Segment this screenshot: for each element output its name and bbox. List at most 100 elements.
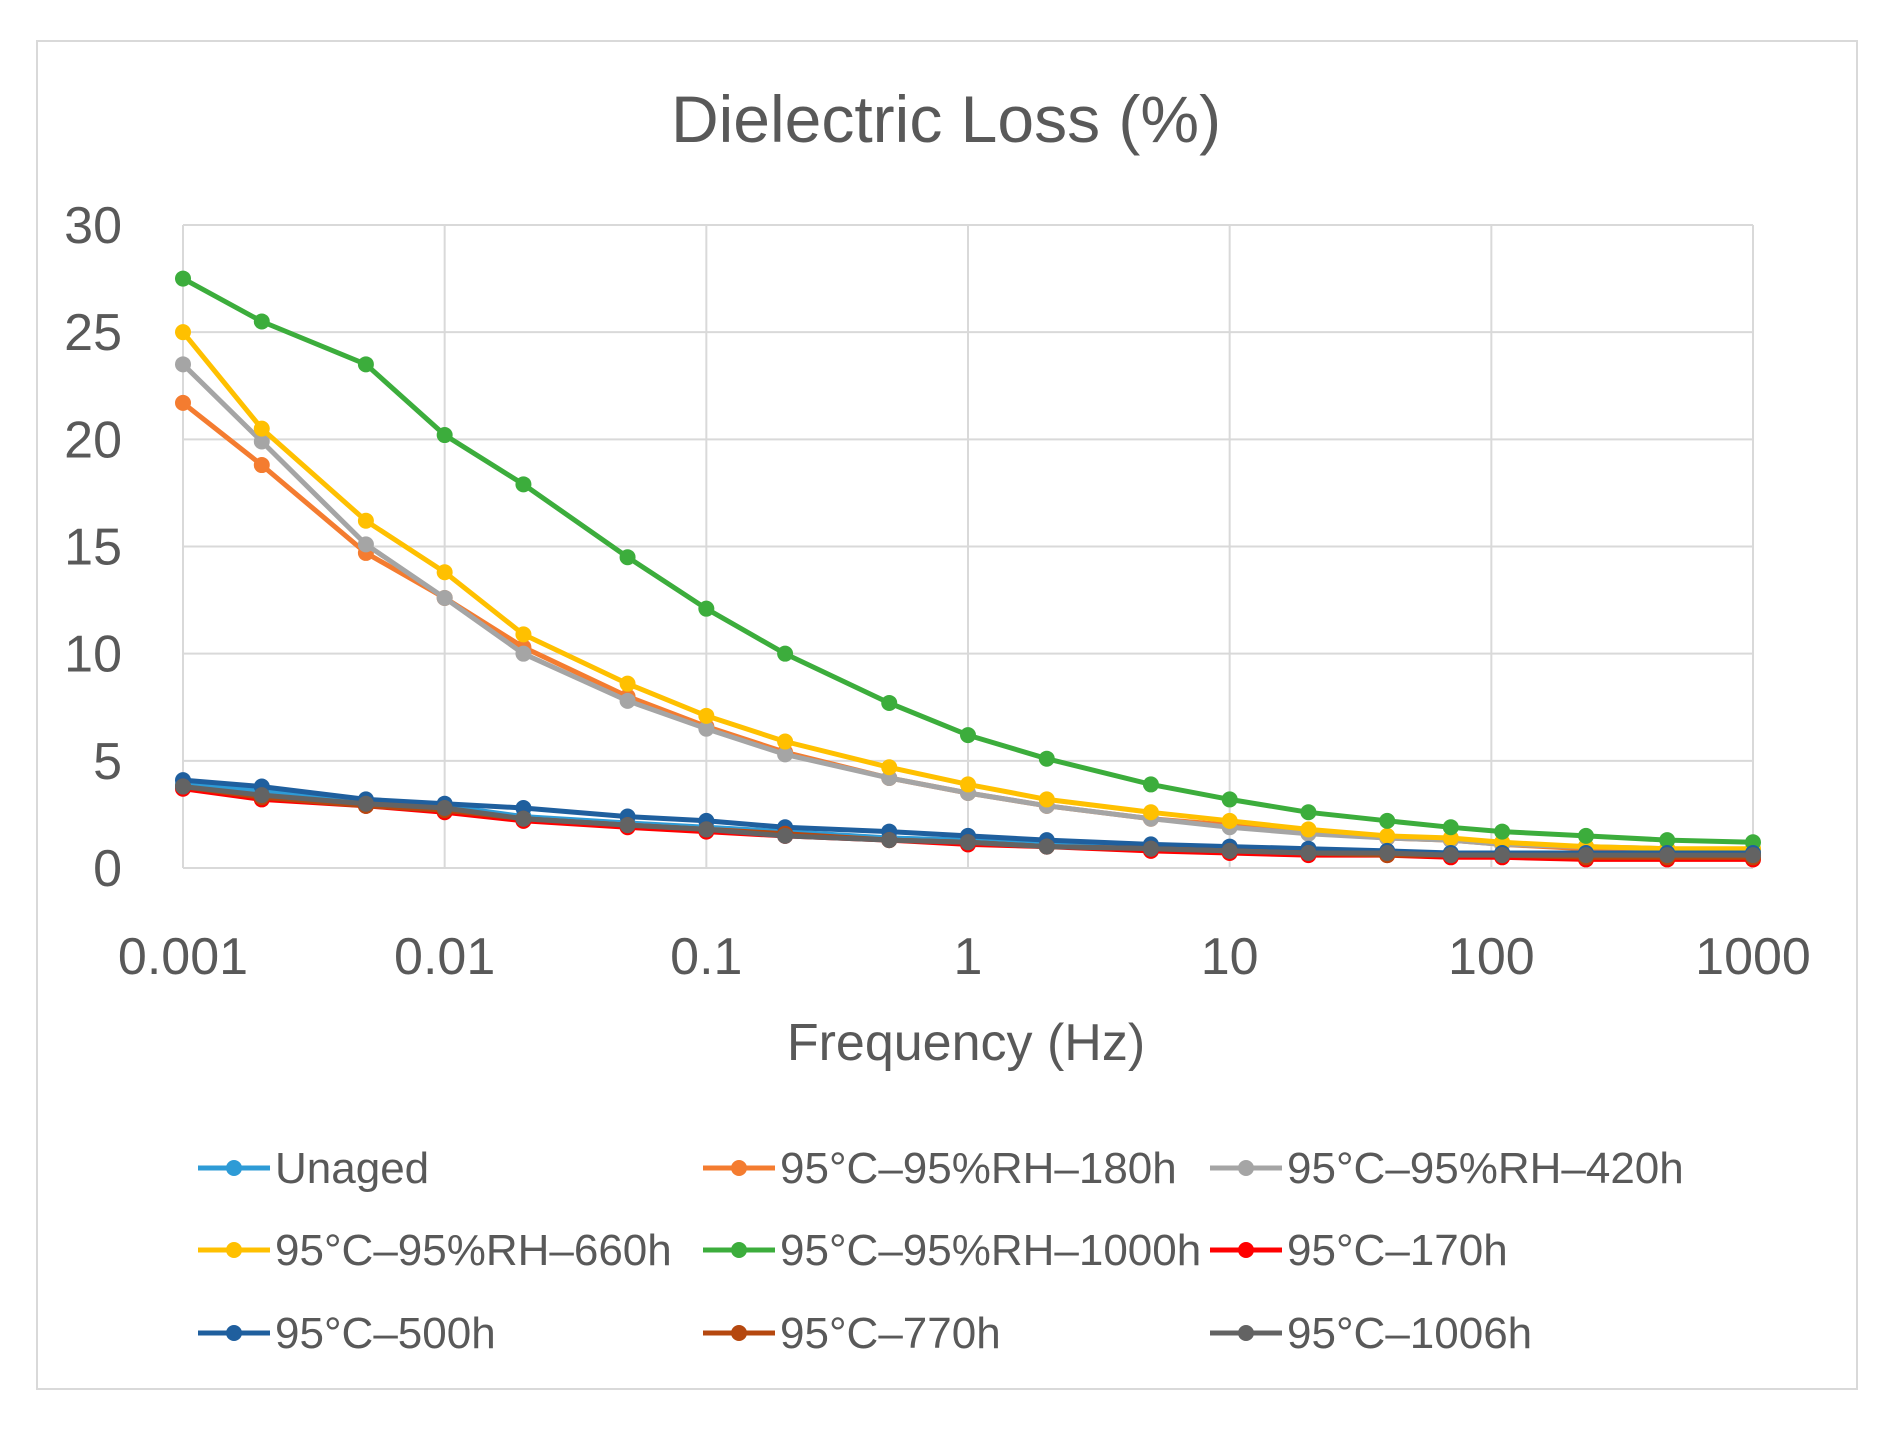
data-point xyxy=(1659,832,1676,849)
legend-label: 95°C–95%RH–420h xyxy=(1287,1144,1684,1193)
legend-item: 95°C–770h xyxy=(703,1309,1001,1358)
data-point xyxy=(357,536,374,553)
legend-item: 95°C–95%RH–1000h xyxy=(703,1226,1201,1275)
data-point xyxy=(1379,827,1396,844)
data-point xyxy=(436,427,453,444)
data-point xyxy=(357,795,374,812)
data-point xyxy=(1038,838,1055,855)
legend-marker xyxy=(226,1325,242,1341)
data-point xyxy=(175,778,191,795)
legend-label: 95°C–95%RH–180h xyxy=(780,1144,1177,1193)
x-axis-title: Frequency (Hz) xyxy=(787,1014,1145,1072)
y-axis-ticks: 0 5 10 15 20 25 30 xyxy=(64,197,122,898)
legend-label: 95°C–500h xyxy=(275,1309,496,1358)
data-point xyxy=(1379,844,1396,861)
data-point xyxy=(175,394,191,411)
data-point xyxy=(698,821,715,838)
legend-marker xyxy=(1238,1325,1254,1341)
legend-item: Unaged xyxy=(198,1144,429,1193)
data-point xyxy=(1745,847,1761,864)
legend-item: 95°C–95%RH–180h xyxy=(703,1144,1177,1193)
series-line xyxy=(181,276,1754,845)
data-point xyxy=(436,799,453,816)
legend-marker xyxy=(731,1242,747,1258)
legend-label: 95°C–1006h xyxy=(1287,1309,1532,1358)
legend-marker xyxy=(1238,1242,1254,1258)
series-line xyxy=(182,784,1753,858)
data-point xyxy=(619,549,636,566)
data-point xyxy=(253,420,270,437)
x-tick-label: 10 xyxy=(1201,928,1259,986)
data-point xyxy=(1442,819,1459,836)
data-point xyxy=(1659,847,1676,864)
data-point xyxy=(698,600,715,617)
legend-label: 95°C–770h xyxy=(780,1309,1001,1358)
legend-marker xyxy=(226,1160,242,1176)
data-point xyxy=(960,727,976,744)
legend-marker xyxy=(731,1325,747,1341)
y-tick-label: 10 xyxy=(64,626,122,684)
x-tick-label: 100 xyxy=(1448,928,1535,986)
x-tick-label: 1 xyxy=(954,928,983,986)
series-3 xyxy=(175,324,1761,857)
data-point xyxy=(1300,821,1317,838)
data-point xyxy=(253,787,270,804)
chart-title: Dielectric Loss (%) xyxy=(671,82,1221,156)
data-point xyxy=(515,645,532,662)
x-tick-label: 0.01 xyxy=(394,928,495,986)
data-point xyxy=(253,313,270,330)
legend-item: 95°C–95%RH–420h xyxy=(1210,1144,1684,1193)
data-point xyxy=(515,626,532,643)
data-point xyxy=(1494,823,1511,840)
data-point xyxy=(1442,847,1459,864)
data-point xyxy=(777,746,794,763)
x-tick-label: 1000 xyxy=(1695,928,1811,986)
chart-frame xyxy=(36,40,1858,1390)
data-point xyxy=(1221,842,1238,859)
legend-marker xyxy=(731,1160,747,1176)
legend-marker xyxy=(226,1242,242,1258)
data-point xyxy=(515,476,532,493)
series-layer xyxy=(175,270,1761,868)
data-point xyxy=(175,356,191,373)
data-point xyxy=(357,356,374,373)
data-point xyxy=(960,776,976,793)
legend-label: Unaged xyxy=(275,1144,429,1193)
data-point xyxy=(175,324,191,341)
data-point xyxy=(1038,791,1055,808)
y-tick-label: 30 xyxy=(64,197,122,255)
data-point xyxy=(1142,804,1159,821)
data-point xyxy=(1142,776,1159,793)
legend-item: 95°C–170h xyxy=(1210,1226,1508,1275)
legend-label: 95°C–95%RH–660h xyxy=(275,1226,672,1275)
data-point xyxy=(777,733,794,750)
y-tick-label: 5 xyxy=(93,733,122,791)
data-point xyxy=(175,270,191,287)
data-point xyxy=(436,564,453,581)
grid xyxy=(182,224,1754,869)
data-point xyxy=(619,675,636,692)
data-point xyxy=(698,707,715,724)
data-point xyxy=(1300,804,1317,821)
legend-label: 95°C–95%RH–1000h xyxy=(780,1226,1201,1275)
data-point xyxy=(1142,840,1159,857)
legend: Unaged 95°C–95%RH–180h 95°C–95%RH–420h 95°C… xyxy=(198,1144,1684,1358)
data-point xyxy=(960,834,976,851)
data-point xyxy=(619,817,636,834)
data-point xyxy=(698,720,715,737)
y-tick-label: 25 xyxy=(64,304,122,362)
y-tick-label: 15 xyxy=(64,519,122,577)
y-tick-label: 0 xyxy=(93,840,122,898)
data-point xyxy=(881,759,898,776)
series-8 xyxy=(175,778,1761,864)
legend-item: 95°C–1006h xyxy=(1210,1309,1532,1358)
data-point xyxy=(1300,844,1317,861)
data-point xyxy=(777,827,794,844)
data-point xyxy=(253,457,270,474)
data-point xyxy=(881,832,898,849)
data-point xyxy=(1221,791,1238,808)
data-point xyxy=(619,692,636,709)
legend-marker xyxy=(1238,1160,1254,1176)
data-point xyxy=(1038,750,1055,767)
